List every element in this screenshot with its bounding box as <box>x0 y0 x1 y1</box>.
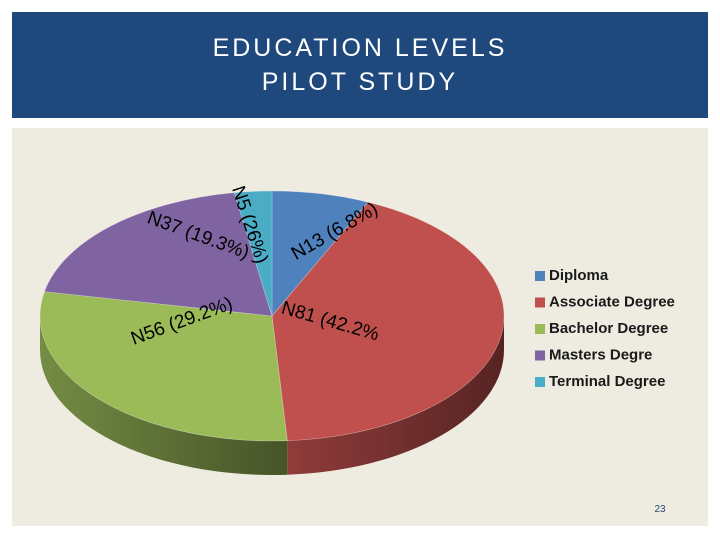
pie-sides <box>40 316 504 475</box>
legend-swatch-bachelor-degree <box>535 324 545 334</box>
legend-label-masters-degre: Masters Degre <box>549 346 652 363</box>
legend: Diploma Associate Degree Bachelor Degree Ma… <box>535 267 675 390</box>
pie-slice-masters-degre <box>44 192 273 317</box>
legend-swatch-associate-degree <box>535 297 545 308</box>
page-number: 23 <box>654 504 666 515</box>
pie-side-bachelor-degree <box>40 316 288 475</box>
legend-swatch-diploma <box>535 271 545 281</box>
pie-slice-diploma <box>271 190 369 317</box>
slide-title: EDUCATION LEVELS PILOT STUDY <box>212 34 508 96</box>
pie-side-associate-degree <box>287 316 504 475</box>
pie-slice-terminal-degree <box>233 190 273 317</box>
legend-swatch-masters-degre <box>535 350 545 361</box>
pie-slice-bachelor-degree <box>39 291 288 442</box>
legend-swatch-terminal-degree <box>535 377 545 387</box>
pie-slice-associate-degree <box>271 201 505 442</box>
legend-label-associate-degree: Associate Degree <box>549 293 675 310</box>
legend-label-terminal-degree: Terminal Degree <box>549 373 665 390</box>
legend-label-diploma: Diploma <box>549 267 609 284</box>
pie-slices <box>39 190 505 442</box>
legend-label-bachelor-degree: Bachelor Degree <box>549 320 668 337</box>
title-bar: EDUCATION LEVELS PILOT STUDY <box>12 12 708 118</box>
